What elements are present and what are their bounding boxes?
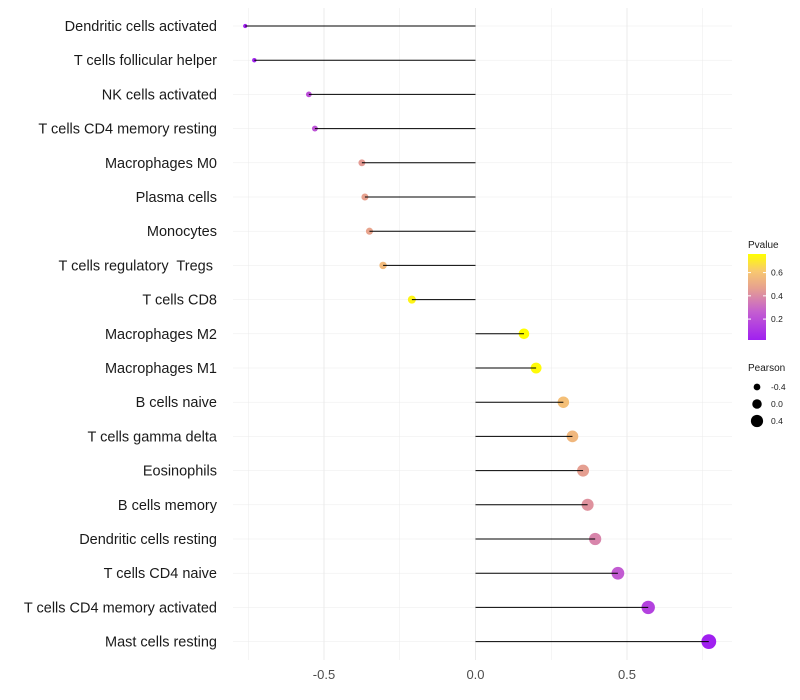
size-key-label: -0.4 (771, 382, 786, 392)
category-label: Eosinophils (143, 464, 217, 480)
category-label: NK cells activated (102, 87, 217, 103)
data-point (589, 532, 602, 546)
x-tick-label: -0.5 (313, 667, 335, 682)
size-key-label: 0.0 (771, 399, 783, 409)
category-label: B cells memory (118, 498, 218, 514)
category-label: T cells CD4 memory resting (38, 122, 217, 138)
size-key-point (753, 383, 761, 391)
category-label: Macrophages M2 (105, 327, 217, 343)
category-label: Monocytes (147, 224, 217, 240)
category-label: Dendritic cells activated (65, 19, 217, 35)
data-point (566, 430, 579, 443)
category-label: B cells naive (136, 395, 217, 411)
category-label: T cells CD4 naive (104, 566, 217, 582)
colorbar-tick-label: 0.4 (771, 291, 783, 301)
data-point (641, 600, 655, 615)
data-point (611, 566, 625, 580)
y-axis-labels: Dendritic cells activated T cells follicu… (24, 19, 218, 651)
size-key-point (752, 399, 762, 409)
colorbar-tick-label: 0.6 (771, 268, 783, 278)
pvalue-colorbar (748, 254, 766, 340)
category-label: T cells CD4 memory activated (24, 600, 217, 616)
category-label: T cells regulatory Tregs (59, 258, 218, 274)
category-label: Plasma cells (136, 190, 217, 206)
category-label: T cells follicular helper (74, 53, 217, 69)
x-axis-ticks: -0.5 0.0 0.5 (313, 667, 636, 682)
category-label: Mast cells resting (105, 635, 217, 651)
pvalue-legend: Pvalue 0.2 0.4 0.6 (748, 240, 783, 340)
lollipop-segments (245, 25, 709, 643)
size-key-point (750, 414, 764, 428)
size-key-label: 0.4 (771, 416, 783, 426)
pearson-legend: Pearson -0.4 0.0 0.4 (748, 363, 786, 428)
x-tick-label: 0.5 (618, 667, 636, 682)
pvalue-legend-title: Pvalue (748, 240, 779, 251)
category-label: Dendritic cells resting (79, 532, 217, 548)
category-label: T cells CD8 (142, 293, 217, 309)
pearson-legend-title: Pearson (748, 363, 785, 374)
x-tick-label: 0.0 (466, 667, 484, 682)
category-label: Macrophages M0 (105, 156, 217, 172)
data-point (701, 634, 717, 649)
colorbar-tick-label: 0.2 (771, 314, 783, 324)
category-label: Macrophages M1 (105, 361, 217, 377)
category-label: T cells gamma delta (88, 429, 218, 445)
lollipop-points (243, 23, 717, 649)
